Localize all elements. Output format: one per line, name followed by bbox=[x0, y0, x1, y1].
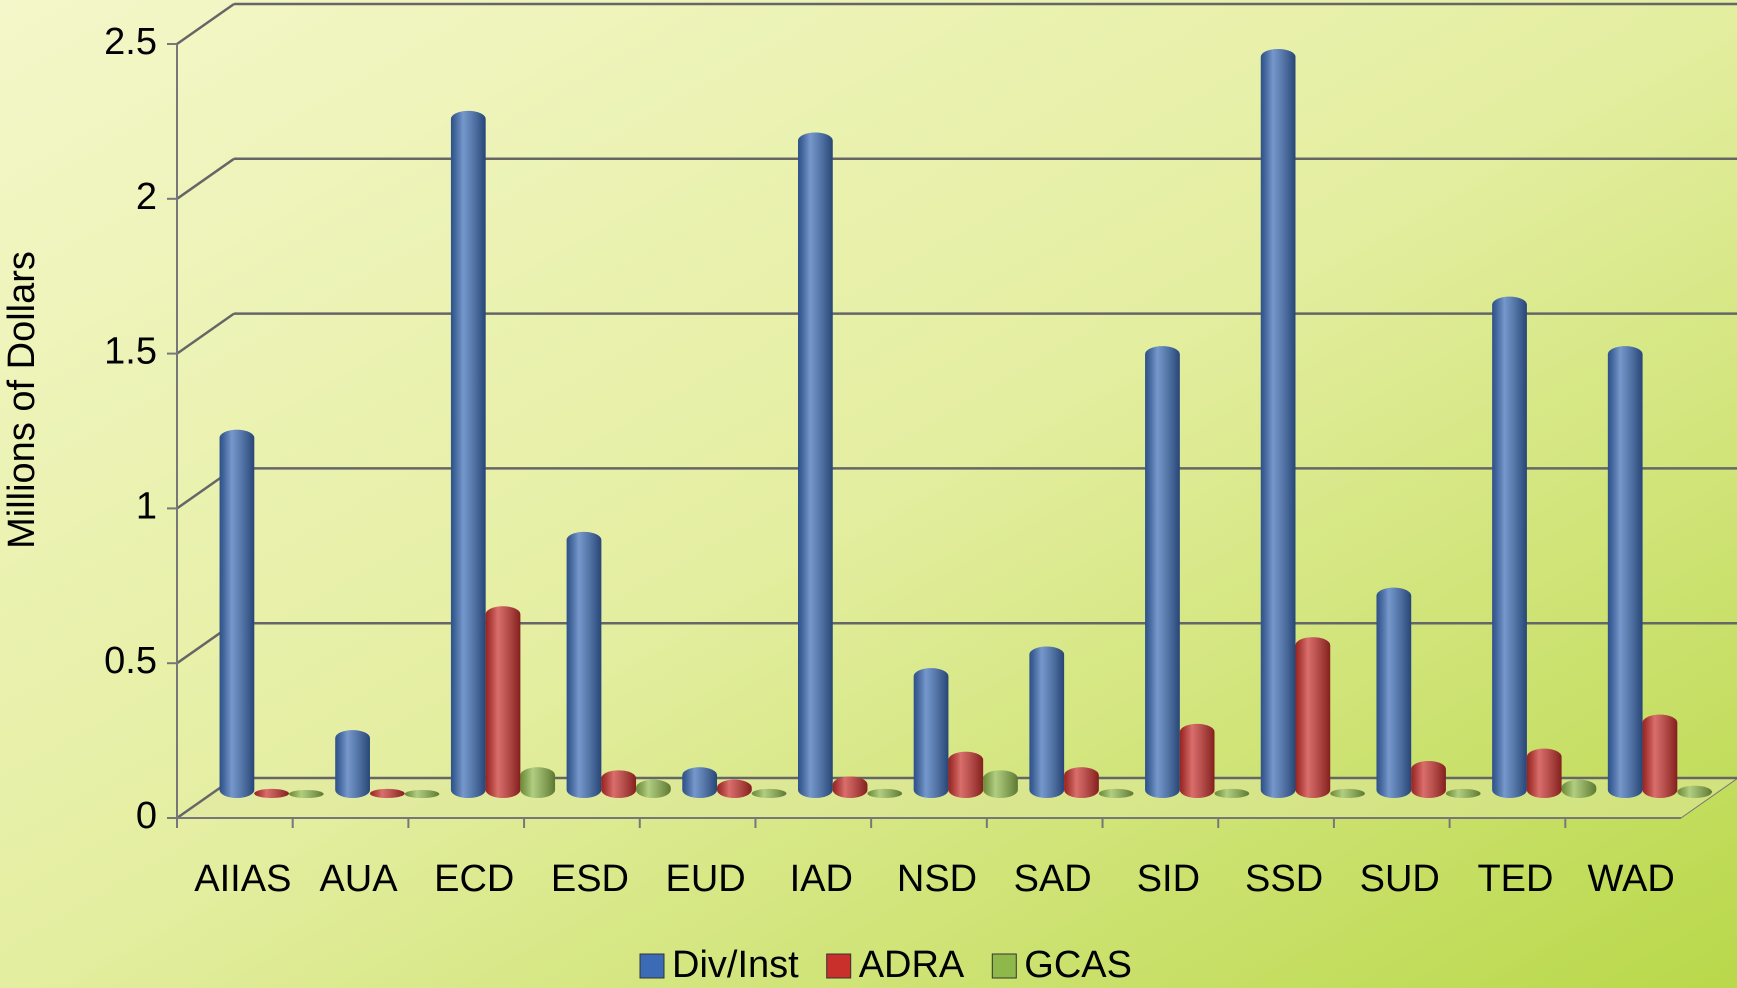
bar-shade bbox=[335, 730, 370, 798]
bar-shade bbox=[1561, 779, 1597, 798]
bar-shade bbox=[601, 770, 637, 798]
bar-shade bbox=[254, 788, 289, 798]
bar-shade bbox=[751, 788, 787, 798]
bar-shade bbox=[1260, 48, 1296, 798]
bar-shade bbox=[867, 788, 903, 798]
legend-label: ADRA bbox=[859, 944, 965, 986]
bar-shade bbox=[1330, 788, 1365, 798]
bar-shade bbox=[450, 110, 486, 798]
bar-shade bbox=[566, 531, 602, 798]
bar-shade bbox=[1445, 788, 1481, 798]
bar-shade bbox=[1145, 346, 1180, 798]
bar-shade bbox=[1607, 346, 1643, 798]
bar-shade bbox=[288, 790, 324, 798]
bar-shade bbox=[948, 751, 984, 798]
x-tick-label: NSD bbox=[897, 858, 977, 900]
x-tick-label: AIIAS bbox=[194, 858, 291, 900]
legend-swatch bbox=[991, 953, 1017, 979]
bar-shade bbox=[1642, 714, 1678, 798]
legend-label: Div/Inst bbox=[672, 944, 799, 986]
bar-shade bbox=[682, 767, 718, 798]
bar-shade bbox=[520, 767, 556, 798]
x-tick-label: AUA bbox=[319, 858, 398, 900]
bar-shade bbox=[832, 776, 868, 798]
grid-line bbox=[176, 157, 235, 200]
bar-shade bbox=[798, 132, 833, 798]
legend-label: GCAS bbox=[1024, 944, 1132, 986]
x-tick-label: ESD bbox=[551, 858, 629, 900]
x-tick-label: SAD bbox=[1014, 858, 1092, 900]
bar-shade bbox=[983, 770, 1018, 798]
x-tick-label: SID bbox=[1137, 858, 1200, 900]
x-tick-label: EUD bbox=[665, 858, 745, 900]
bar-shade bbox=[1295, 637, 1331, 798]
x-tick-label: IAD bbox=[790, 858, 853, 900]
bar-shade bbox=[1029, 646, 1065, 798]
x-tick-label: ECD bbox=[434, 858, 514, 900]
y-axis-title: Millions of Dollars bbox=[1, 251, 43, 549]
bar-shade bbox=[219, 429, 255, 798]
bar-shade bbox=[1214, 788, 1250, 798]
x-tick-label: SSD bbox=[1245, 858, 1323, 900]
bar-shade bbox=[1098, 788, 1134, 798]
bar-shade bbox=[1179, 723, 1215, 798]
bar-shade bbox=[1526, 748, 1562, 798]
y-tick-label: 0 bbox=[136, 795, 157, 837]
y-tick-label: 0.5 bbox=[104, 640, 157, 682]
y-tick-label: 1 bbox=[136, 485, 157, 527]
bar-shade bbox=[636, 779, 671, 798]
bar-shade bbox=[1064, 767, 1099, 798]
y-tick-label: 2.5 bbox=[104, 21, 157, 63]
bar-shade bbox=[1492, 296, 1527, 798]
bar-shade bbox=[1411, 761, 1446, 798]
bar-shade bbox=[369, 788, 405, 798]
bar-shade bbox=[485, 606, 521, 798]
bar-shade bbox=[1677, 785, 1712, 798]
x-tick-label: WAD bbox=[1588, 858, 1675, 900]
bar-shade bbox=[1376, 587, 1412, 798]
bar-shade bbox=[913, 668, 949, 798]
x-tick-label: TED bbox=[1477, 858, 1553, 900]
grid-line bbox=[176, 312, 235, 355]
bar-shade bbox=[404, 790, 440, 798]
bar-shade bbox=[717, 779, 752, 798]
y-tick-label: 1.5 bbox=[104, 331, 157, 373]
legend-swatch bbox=[826, 953, 852, 979]
x-tick-label: SUD bbox=[1360, 858, 1440, 900]
legend-swatch bbox=[639, 953, 665, 979]
y-tick-label: 2 bbox=[136, 176, 157, 218]
grid-line bbox=[176, 2, 235, 46]
